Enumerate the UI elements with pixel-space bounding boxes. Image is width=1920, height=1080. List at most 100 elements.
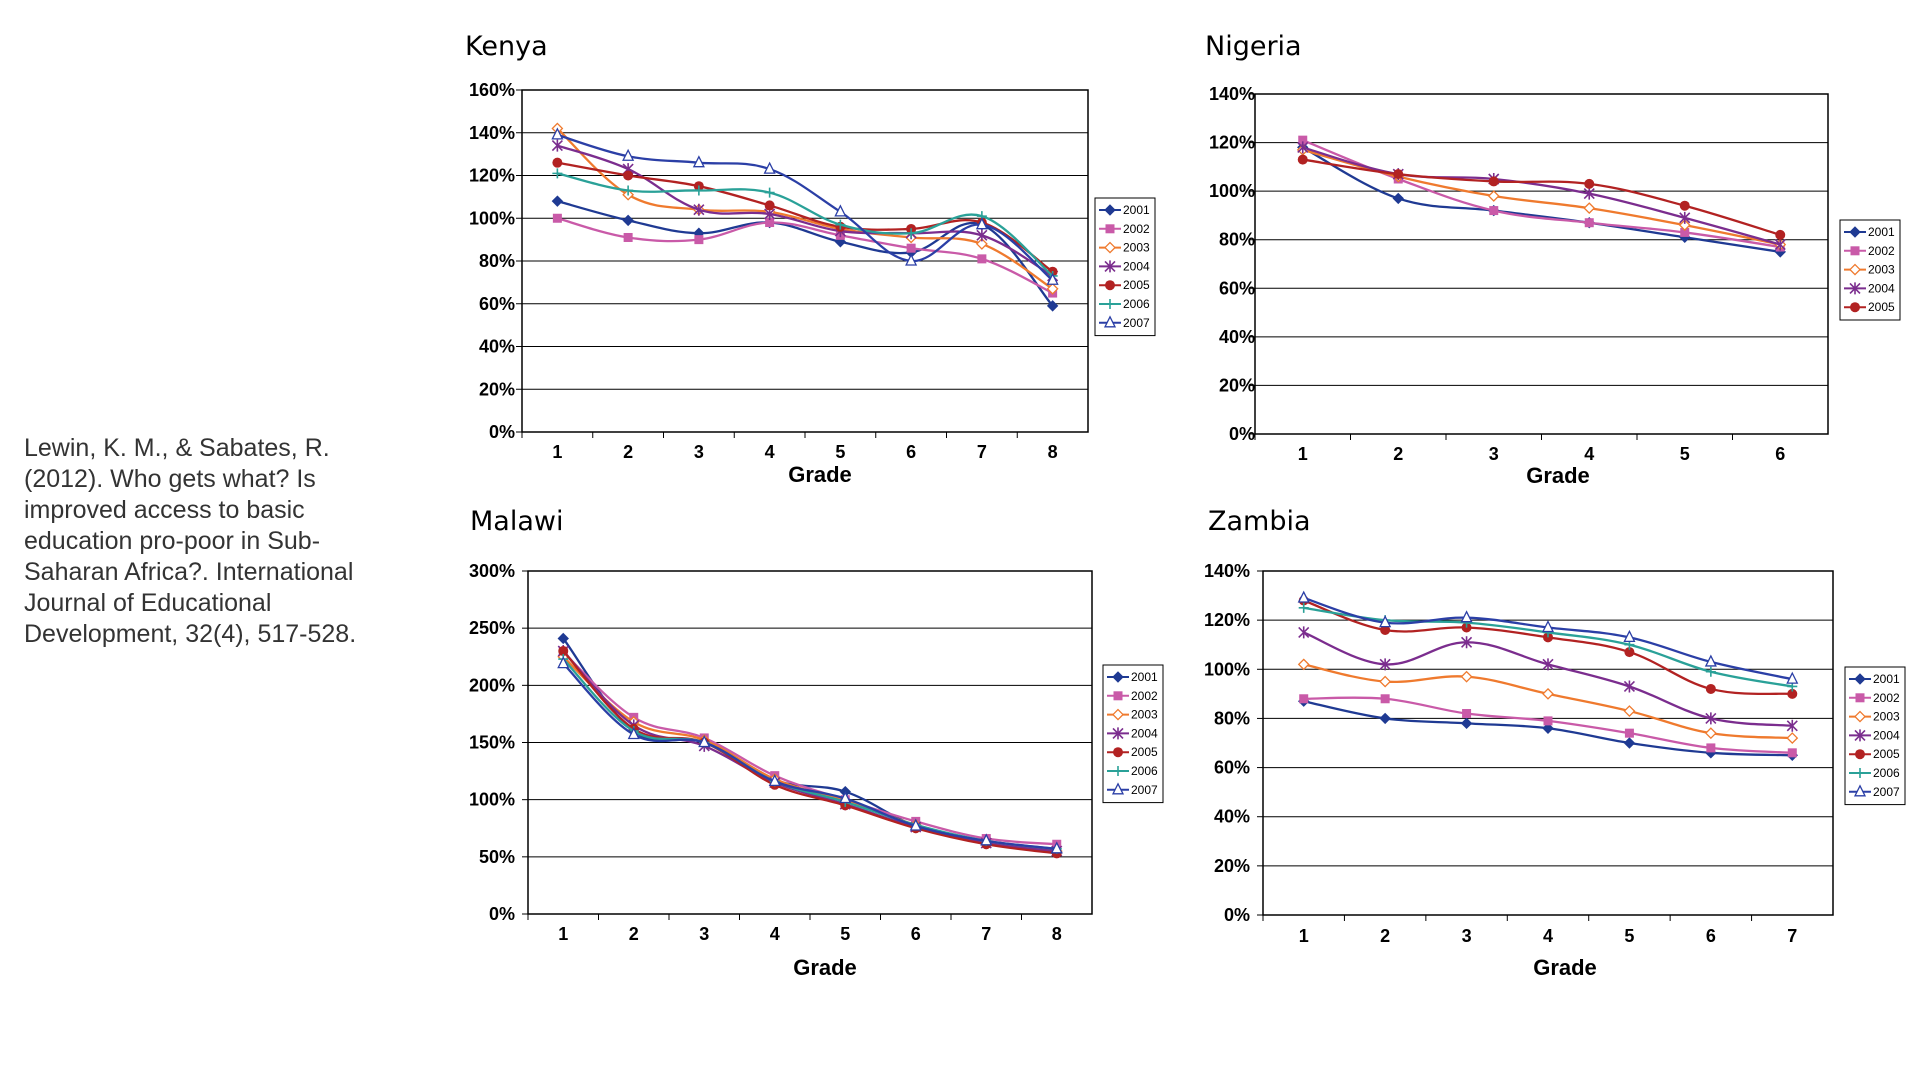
x-axis-label: Grade: [793, 955, 857, 980]
y-tick-label: 80%: [479, 251, 515, 271]
x-tick-label: 3: [1462, 926, 1472, 946]
legend-marker: [1849, 282, 1861, 295]
chart-title: Nigeria: [1205, 31, 1302, 62]
data-point: [1379, 675, 1392, 688]
x-tick-label: 1: [1299, 926, 1309, 946]
legend-label: 2005: [1873, 747, 1900, 761]
data-point: [1584, 178, 1595, 189]
data-point: [1299, 694, 1309, 704]
data-point: [1704, 654, 1717, 667]
legend-marker: [1855, 693, 1865, 703]
x-tick-label: 2: [1380, 926, 1390, 946]
data-point: [1542, 687, 1554, 700]
x-tick-label: 4: [1543, 926, 1553, 946]
data-point: [1489, 206, 1499, 216]
legend-marker: [1105, 299, 1115, 309]
legend-marker: [1850, 246, 1860, 256]
legend-label: 2005: [1868, 300, 1895, 314]
data-point: [1379, 658, 1391, 671]
legend-label: 2001: [1873, 672, 1900, 686]
x-tick-label: 7: [981, 924, 991, 944]
x-tick-label: 6: [911, 924, 921, 944]
x-tick-label: 2: [623, 442, 633, 462]
data-point: [905, 253, 918, 266]
x-axis-label: Grade: [788, 462, 852, 487]
data-point: [764, 187, 775, 198]
x-tick-label: 2: [629, 924, 639, 944]
x-tick-label: 4: [770, 924, 780, 944]
series-line: [1302, 158, 1781, 236]
plot-area: [1254, 93, 1829, 435]
data-point: [557, 632, 569, 645]
x-tick-label: 7: [1787, 926, 1797, 946]
data-point: [765, 218, 775, 228]
legend-label: 2004: [1131, 726, 1158, 740]
y-tick-label: 40%: [1219, 327, 1255, 347]
data-point: [1680, 227, 1690, 237]
chart-zambia: Zambia 0% 20% 40% 60% 80% 100% 120% 140% 1 2 3 4 5 6 7 G…: [1204, 506, 1906, 980]
data-point: [1543, 716, 1553, 726]
data-point: [764, 200, 775, 211]
x-tick-label: 3: [1489, 444, 1499, 464]
x-tick-label: 8: [1052, 924, 1062, 944]
legend-marker: [1855, 749, 1865, 760]
y-tick-label: 140%: [1209, 84, 1255, 104]
data-point: [1704, 727, 1717, 740]
data-point: [1298, 626, 1310, 639]
data-point: [1787, 748, 1797, 758]
data-point: [1583, 187, 1595, 200]
data-point: [1050, 841, 1063, 854]
data-point: [1379, 615, 1392, 628]
data-point: [1623, 680, 1635, 693]
legend-marker: [1113, 691, 1123, 701]
x-axis-label: Grade: [1533, 955, 1597, 980]
y-tick-label: 100%: [1209, 181, 1255, 201]
y-tick-label: 0%: [1224, 905, 1250, 925]
data-point: [1297, 658, 1310, 671]
legend-label: 2007: [1131, 783, 1158, 797]
legend-marker: [1854, 673, 1866, 685]
y-tick-label: 20%: [1214, 856, 1250, 876]
data-point: [1380, 624, 1391, 635]
legend-label: 2001: [1868, 225, 1895, 239]
data-point: [692, 155, 705, 168]
data-point: [623, 232, 633, 242]
legend-label: 2007: [1123, 316, 1150, 330]
data-point: [1623, 737, 1636, 749]
y-tick-label: 60%: [479, 294, 515, 314]
legend: 2001 2002 2003 2004 2005 2006 2007: [1844, 666, 1906, 806]
legend-marker: [1113, 747, 1123, 758]
data-point: [1392, 192, 1404, 205]
legend-marker: [1112, 671, 1124, 683]
data-point: [1786, 732, 1799, 745]
legend-label: 2003: [1123, 241, 1150, 255]
data-point: [834, 204, 847, 217]
series-2007: [557, 656, 1063, 854]
x-tick-label: 2: [1393, 444, 1403, 464]
data-point: [622, 214, 634, 227]
legend-label: 2003: [1868, 263, 1895, 277]
x-tick-label: 6: [906, 442, 916, 462]
data-point: [1461, 636, 1473, 649]
data-point: [1679, 211, 1691, 224]
y-tick-label: 20%: [479, 379, 515, 399]
data-point: [1787, 688, 1798, 699]
legend-marker: [1113, 766, 1123, 776]
data-point: [1623, 705, 1636, 717]
data-point: [1584, 218, 1594, 228]
legend-label: 2003: [1873, 710, 1900, 724]
legend-label: 2002: [1123, 222, 1150, 236]
chart-nigeria: Nigeria 0% 20% 40% 60% 80% 100% 120% 140% 1 2 3 4 5 6 G…: [1205, 31, 1901, 488]
legend-label: 2001: [1123, 203, 1150, 217]
series-2002: [1299, 694, 1797, 758]
legend-marker: [1103, 315, 1117, 328]
data-point: [1678, 219, 1691, 232]
data-point: [552, 168, 563, 179]
data-point: [1583, 202, 1596, 215]
x-tick-label: 3: [694, 442, 704, 462]
data-point: [906, 228, 917, 239]
data-point: [1706, 743, 1716, 753]
data-point: [1297, 141, 1309, 154]
y-tick-label: 150%: [469, 733, 515, 753]
